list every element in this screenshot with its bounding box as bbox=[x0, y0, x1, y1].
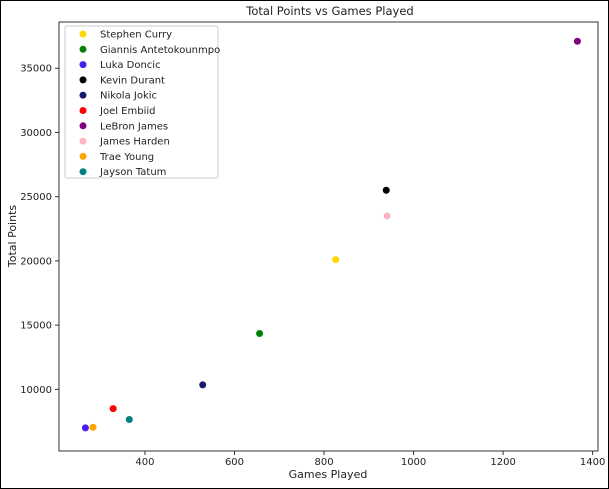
x-tick-label: 800 bbox=[314, 457, 333, 468]
y-tick-label: 10000 bbox=[20, 385, 52, 396]
y-tick-label: 25000 bbox=[20, 192, 52, 203]
chart-title: Total Points vs Games Played bbox=[245, 4, 413, 18]
legend-entry: James Harden bbox=[99, 137, 170, 148]
legend-marker bbox=[79, 168, 87, 176]
legend-entry: Luka Doncic bbox=[100, 60, 161, 71]
legend-marker bbox=[79, 107, 87, 114]
legend-entry: Giannis Antetokounmpo bbox=[100, 45, 220, 56]
legend-marker bbox=[79, 61, 87, 69]
data-point bbox=[199, 381, 207, 389]
legend-entry: Stephen Curry bbox=[100, 30, 172, 41]
data-point bbox=[109, 405, 117, 413]
legend-entry: Jayson Tatum bbox=[99, 167, 166, 178]
data-point bbox=[332, 256, 340, 264]
legend-marker bbox=[79, 122, 87, 130]
legend-marker bbox=[79, 91, 87, 99]
data-point bbox=[383, 212, 391, 220]
y-tick-label: 35000 bbox=[20, 64, 52, 75]
x-axis: 400 600 800 1000 1200 1400 bbox=[135, 451, 605, 468]
legend-marker bbox=[79, 30, 87, 38]
x-tick-label: 600 bbox=[225, 457, 244, 468]
legend: Stephen Curry Giannis Antetokounmpo Luka D… bbox=[64, 25, 220, 179]
legend-entry: LeBron James bbox=[100, 121, 168, 132]
legend-marker bbox=[79, 152, 87, 160]
x-tick-label: 1400 bbox=[580, 457, 605, 468]
plot-area bbox=[58, 21, 599, 452]
data-point bbox=[81, 424, 89, 432]
y-axis: 10000 15000 20000 25000 30000 35000 bbox=[20, 64, 59, 396]
y-tick-label: 15000 bbox=[20, 321, 52, 332]
legend-entry: Joel Embiid bbox=[99, 106, 156, 117]
data-point bbox=[382, 186, 390, 194]
data-point bbox=[573, 37, 581, 45]
x-axis-title: Games Played bbox=[289, 468, 368, 481]
legend-box bbox=[64, 25, 219, 179]
data-point bbox=[256, 329, 264, 337]
legend-marker bbox=[79, 45, 87, 53]
data-point bbox=[89, 423, 97, 431]
y-tick-label: 30000 bbox=[20, 128, 52, 139]
legend-entry: Kevin Durant bbox=[100, 75, 165, 86]
y-tick-label: 20000 bbox=[20, 256, 52, 267]
legend-marker bbox=[79, 76, 87, 84]
x-tick-label: 400 bbox=[135, 457, 154, 468]
legend-marker bbox=[79, 137, 87, 145]
x-tick-label: 1200 bbox=[490, 457, 515, 468]
legend-entry: Trae Young bbox=[99, 152, 154, 163]
y-axis-title: Total Points bbox=[6, 205, 19, 268]
data-point bbox=[125, 416, 133, 424]
data-points bbox=[81, 37, 581, 432]
legend-entry: Nikola Jokic bbox=[100, 91, 157, 102]
x-tick-label: 1000 bbox=[401, 457, 426, 468]
